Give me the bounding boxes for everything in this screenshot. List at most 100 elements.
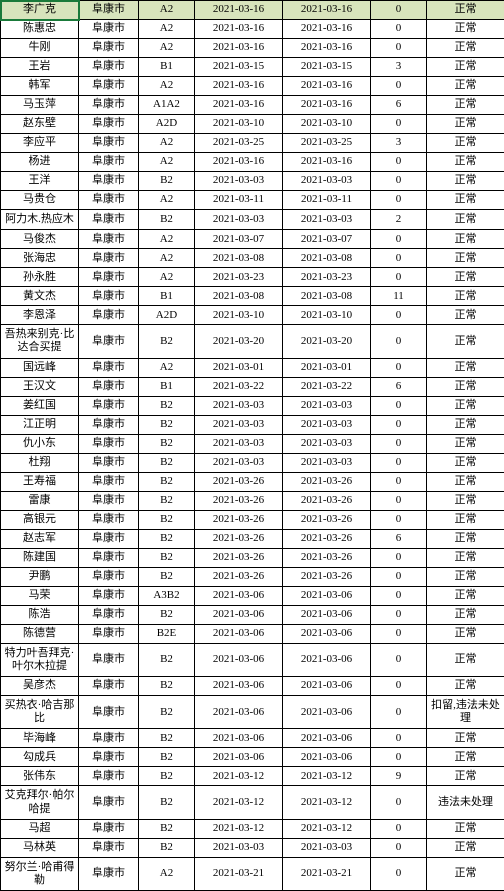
cell-count[interactable]: 0 (371, 358, 427, 377)
cell-name[interactable]: 艾克拜尔·帕尔哈提 (1, 786, 79, 819)
cell-date2[interactable]: 2021-03-06 (283, 624, 371, 643)
cell-count[interactable]: 0 (371, 748, 427, 767)
cell-date2[interactable]: 2021-03-03 (283, 434, 371, 453)
cell-count[interactable]: 0 (371, 838, 427, 857)
cell-count[interactable]: 0 (371, 268, 427, 287)
cell-count[interactable]: 0 (371, 39, 427, 58)
cell-code[interactable]: B2 (139, 748, 195, 767)
cell-code[interactable]: B1 (139, 58, 195, 77)
cell-date1[interactable]: 2021-03-10 (195, 306, 283, 325)
cell-date1[interactable]: 2021-03-26 (195, 472, 283, 491)
cell-date1[interactable]: 2021-03-03 (195, 396, 283, 415)
cell-status[interactable]: 正常 (427, 134, 504, 153)
cell-date2[interactable]: 2021-03-06 (283, 605, 371, 624)
cell-count[interactable]: 0 (371, 77, 427, 96)
cell-city[interactable]: 阜康市 (79, 491, 139, 510)
cell-city[interactable]: 阜康市 (79, 191, 139, 210)
cell-count[interactable]: 0 (371, 191, 427, 210)
cell-code[interactable]: A2 (139, 20, 195, 39)
cell-city[interactable]: 阜康市 (79, 306, 139, 325)
cell-code[interactable]: B2 (139, 325, 195, 358)
cell-status[interactable]: 正常 (427, 377, 504, 396)
cell-name[interactable]: 张海忠 (1, 249, 79, 268)
cell-name[interactable]: 牛刚 (1, 39, 79, 58)
cell-status[interactable]: 正常 (427, 857, 504, 890)
cell-city[interactable]: 阜康市 (79, 20, 139, 39)
cell-name[interactable]: 勾成兵 (1, 748, 79, 767)
cell-date2[interactable]: 2021-03-03 (283, 210, 371, 230)
cell-code[interactable]: B2 (139, 548, 195, 567)
cell-name[interactable]: 韩军 (1, 77, 79, 96)
cell-city[interactable]: 阜康市 (79, 39, 139, 58)
cell-date1[interactable]: 2021-03-03 (195, 434, 283, 453)
cell-date1[interactable]: 2021-03-26 (195, 510, 283, 529)
cell-city[interactable]: 阜康市 (79, 548, 139, 567)
cell-date2[interactable]: 2021-03-12 (283, 819, 371, 838)
cell-name[interactable]: 努尔兰·哈甫得勒 (1, 857, 79, 890)
cell-date2[interactable]: 2021-03-25 (283, 134, 371, 153)
cell-date2[interactable]: 2021-03-16 (283, 77, 371, 96)
cell-count[interactable]: 0 (371, 172, 427, 191)
cell-count[interactable]: 0 (371, 115, 427, 134)
cell-city[interactable]: 阜康市 (79, 77, 139, 96)
cell-count[interactable]: 0 (371, 857, 427, 890)
cell-city[interactable]: 阜康市 (79, 287, 139, 306)
cell-code[interactable]: B2 (139, 453, 195, 472)
cell-date1[interactable]: 2021-03-07 (195, 230, 283, 249)
cell-status[interactable]: 正常 (427, 624, 504, 643)
cell-status[interactable]: 正常 (427, 396, 504, 415)
cell-date1[interactable]: 2021-03-03 (195, 838, 283, 857)
cell-status[interactable]: 正常 (427, 358, 504, 377)
cell-name[interactable]: 姜红国 (1, 396, 79, 415)
cell-code[interactable]: B2 (139, 567, 195, 586)
header-date1-cell[interactable]: 2021-03-16 (195, 1, 283, 20)
cell-status[interactable]: 正常 (427, 491, 504, 510)
cell-name[interactable]: 尹鹏 (1, 567, 79, 586)
cell-date2[interactable]: 2021-03-26 (283, 548, 371, 567)
cell-date1[interactable]: 2021-03-26 (195, 548, 283, 567)
cell-count[interactable]: 6 (371, 377, 427, 396)
cell-name[interactable]: 杜翔 (1, 453, 79, 472)
cell-date2[interactable]: 2021-03-22 (283, 377, 371, 396)
cell-code[interactable]: A2D (139, 115, 195, 134)
cell-date1[interactable]: 2021-03-16 (195, 20, 283, 39)
header-count-cell[interactable]: 0 (371, 1, 427, 20)
cell-count[interactable]: 0 (371, 249, 427, 268)
cell-status[interactable]: 正常 (427, 325, 504, 358)
cell-code[interactable]: A2 (139, 39, 195, 58)
cell-name[interactable]: 马超 (1, 819, 79, 838)
cell-name[interactable]: 阿力木.热应木 (1, 210, 79, 230)
cell-date2[interactable]: 2021-03-16 (283, 153, 371, 172)
cell-date2[interactable]: 2021-03-26 (283, 529, 371, 548)
cell-date2[interactable]: 2021-03-08 (283, 249, 371, 268)
cell-city[interactable]: 阜康市 (79, 377, 139, 396)
cell-city[interactable]: 阜康市 (79, 605, 139, 624)
cell-date1[interactable]: 2021-03-03 (195, 172, 283, 191)
cell-code[interactable]: B2 (139, 210, 195, 230)
cell-count[interactable]: 0 (371, 624, 427, 643)
cell-date2[interactable]: 2021-03-01 (283, 358, 371, 377)
cell-status[interactable]: 正常 (427, 268, 504, 287)
cell-city[interactable]: 阜康市 (79, 210, 139, 230)
cell-code[interactable]: B2 (139, 510, 195, 529)
cell-count[interactable]: 0 (371, 548, 427, 567)
cell-count[interactable]: 0 (371, 415, 427, 434)
cell-status[interactable]: 正常 (427, 643, 504, 676)
cell-city[interactable]: 阜康市 (79, 624, 139, 643)
cell-name[interactable]: 王岩 (1, 58, 79, 77)
cell-date2[interactable]: 2021-03-03 (283, 453, 371, 472)
cell-count[interactable]: 0 (371, 819, 427, 838)
header-city-cell[interactable]: 阜康市 (79, 1, 139, 20)
cell-code[interactable]: B1 (139, 377, 195, 396)
cell-city[interactable]: 阜康市 (79, 748, 139, 767)
cell-date1[interactable]: 2021-03-20 (195, 325, 283, 358)
cell-city[interactable]: 阜康市 (79, 396, 139, 415)
cell-name[interactable]: 陈德营 (1, 624, 79, 643)
cell-date1[interactable]: 2021-03-03 (195, 453, 283, 472)
cell-code[interactable]: B2 (139, 643, 195, 676)
cell-city[interactable]: 阜康市 (79, 695, 139, 728)
cell-status[interactable]: 正常 (427, 153, 504, 172)
header-date2-cell[interactable]: 2021-03-16 (283, 1, 371, 20)
cell-code[interactable]: B2 (139, 472, 195, 491)
header-code-cell[interactable]: A2 (139, 1, 195, 20)
